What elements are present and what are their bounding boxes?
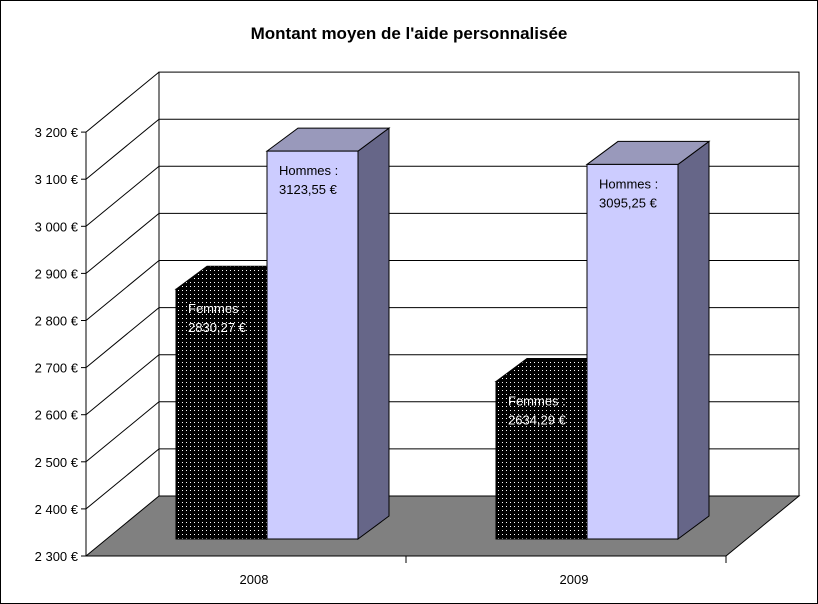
data-label: 2634,29 € — [508, 413, 567, 428]
gridline-diagonal — [85, 260, 160, 321]
y-tick-label: 3 000 € — [35, 219, 79, 234]
data-label: Hommes : — [279, 163, 338, 178]
data-label: 3095,25 € — [599, 195, 658, 210]
gridline-diagonal — [85, 71, 160, 133]
y-tick-label: 2 900 € — [35, 266, 79, 281]
bar-femmes-2009 — [495, 381, 588, 540]
gridline-diagonal — [85, 165, 160, 227]
bar-hommes-2008 — [266, 150, 359, 540]
data-label: Femmes : — [188, 301, 246, 316]
data-label: 3123,55 € — [279, 182, 338, 197]
y-tick-label: 2 600 € — [35, 408, 79, 423]
data-label: 2830,27 € — [188, 320, 247, 335]
y-tick-label: 3 100 € — [35, 172, 79, 187]
chart-title: Montant moyen de l'aide personnalisée — [251, 24, 568, 43]
gridline-diagonal — [85, 354, 160, 416]
y-tick-label: 2 300 € — [35, 549, 79, 564]
x-tick-label: 2008 — [240, 572, 269, 587]
gridline-diagonal — [85, 213, 160, 274]
y-tick-label: 2 700 € — [35, 361, 79, 376]
bar-side-hommes-2009 — [677, 140, 710, 540]
y-tick-label: 2 400 € — [35, 502, 79, 517]
data-label: Femmes : — [508, 394, 566, 409]
data-label: Hommes : — [599, 176, 658, 191]
y-tick-label: 3 200 € — [35, 125, 79, 140]
x-tick-label: 2009 — [560, 572, 589, 587]
bar-hommes-2009 — [586, 163, 679, 540]
gridline-diagonal — [85, 118, 160, 180]
gridline-diagonal — [85, 307, 160, 368]
gridline-diagonal — [85, 448, 160, 510]
y-tick-label: 2 500 € — [35, 455, 79, 470]
bar-side-hommes-2008 — [357, 127, 390, 540]
y-tick-label: 2 800 € — [35, 314, 79, 329]
gridline-diagonal — [85, 401, 160, 463]
